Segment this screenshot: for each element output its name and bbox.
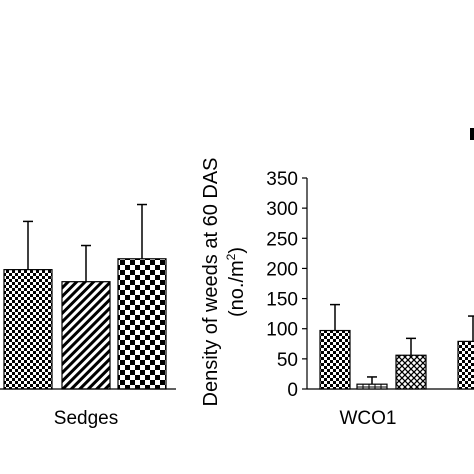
bar: [356, 383, 388, 390]
left-category-label: Sedges: [54, 408, 118, 429]
y-tick-label: 200: [266, 259, 298, 280]
y-tick-label: 250: [266, 229, 298, 250]
y-axis-title: Density of weeds at 60 DAS: [200, 157, 222, 406]
bar: [395, 354, 427, 390]
y-axis-unit: (no./m2): [224, 247, 248, 317]
y-ticks: 0 50 100 150 200 250 300 350: [266, 169, 307, 401]
bar: [3, 269, 53, 390]
left-bars: [3, 203, 167, 390]
right-panel: Density of weeds at 60 DAS (no./m2) 0 50 1…: [200, 157, 474, 429]
right-bars: [319, 303, 474, 390]
left-panel: Sedges: [0, 203, 176, 429]
y-tick-label: 100: [266, 320, 298, 341]
bar: [117, 258, 167, 390]
y-tick-label: 350: [266, 169, 298, 190]
y-tick-label: 150: [266, 290, 298, 311]
bar: [319, 329, 351, 390]
right-category-label: WCO1: [340, 408, 397, 429]
bar: [61, 281, 111, 390]
y-tick-label: 300: [266, 199, 298, 220]
partial-letter-mark: [470, 128, 474, 140]
y-tick-label: 50: [277, 350, 298, 371]
y-tick-label: 0: [287, 380, 298, 401]
bar: [457, 340, 474, 390]
